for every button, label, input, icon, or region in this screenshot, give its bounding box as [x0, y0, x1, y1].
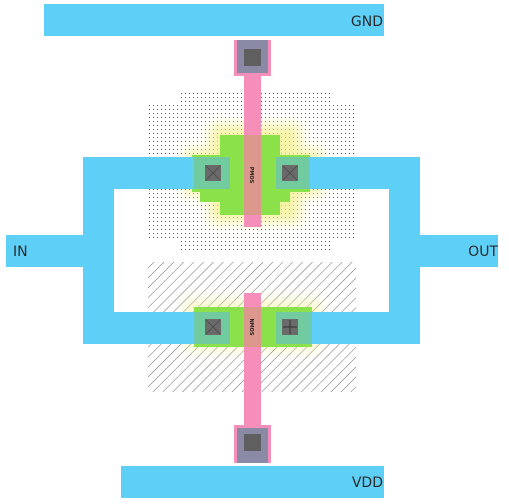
nmos-label: NMOS: [248, 318, 254, 335]
in-label: IN: [13, 244, 28, 260]
poly-gate: [244, 62, 261, 445]
via-gnd: [234, 40, 271, 76]
in-wire-left-stub: [6, 235, 84, 267]
out-wire-right-stub: [389, 235, 498, 267]
out-label: OUT: [468, 244, 498, 260]
vdd-label: VDD: [352, 475, 383, 491]
via-vdd: [234, 425, 271, 463]
contacts: [205, 165, 298, 335]
metal-layer: [6, 4, 498, 498]
vdd-rail: [121, 466, 384, 498]
gnd-rail: [44, 4, 384, 36]
gnd-label: GND: [351, 14, 383, 30]
metal-over-active: [148, 157, 355, 344]
pmos-label: PMOS: [248, 167, 254, 184]
